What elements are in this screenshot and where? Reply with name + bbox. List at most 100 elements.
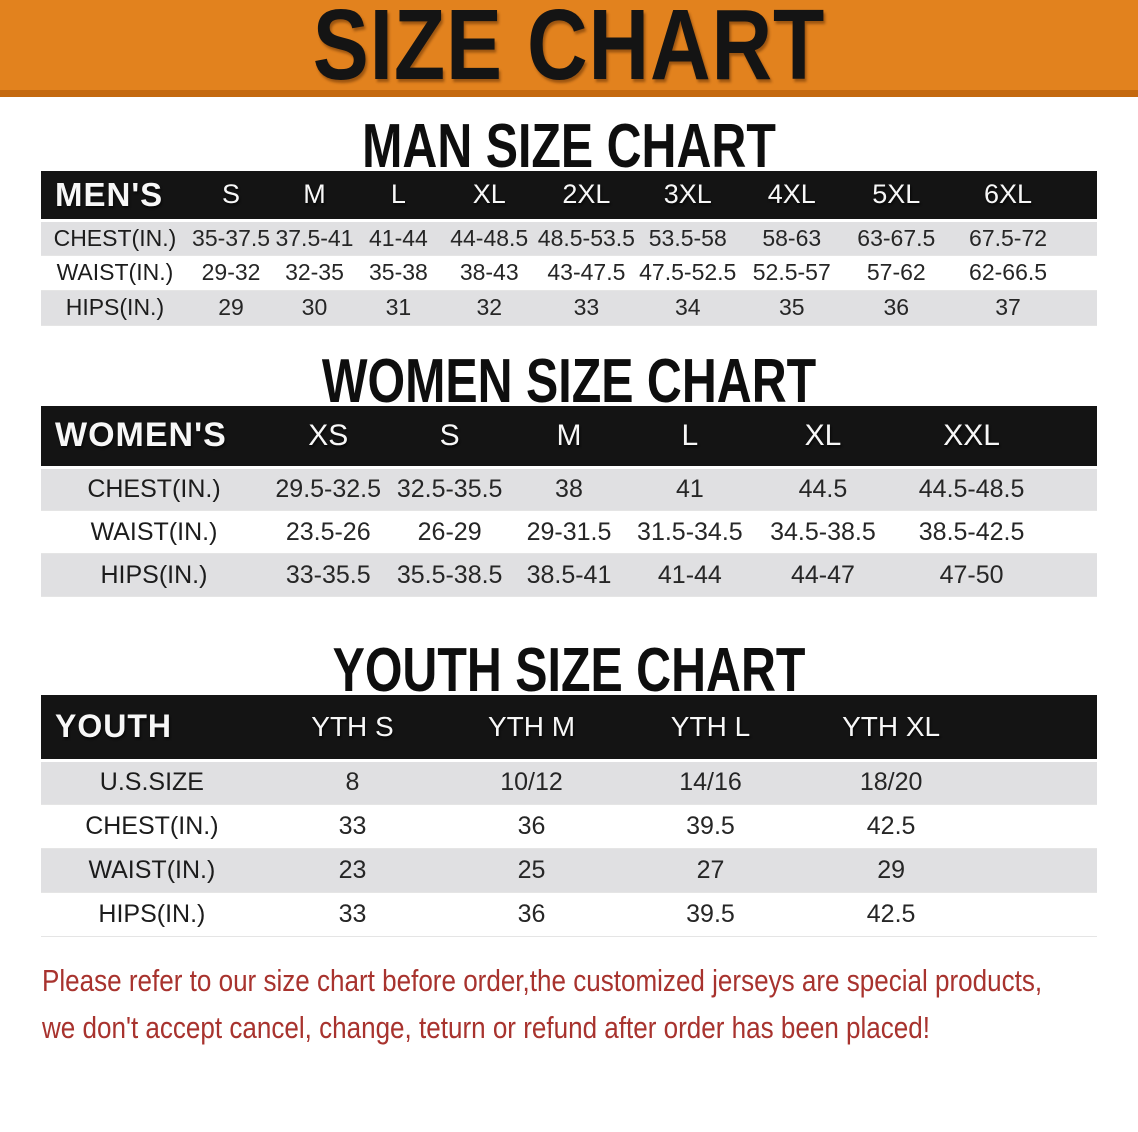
size-value-cell: 35-37.5: [192, 224, 271, 251]
size-value-cell: 36: [517, 899, 546, 928]
notice-line-1: Please refer to our size chart before or…: [42, 962, 1043, 998]
size-column-header: YTH M: [442, 695, 621, 762]
measurement-row: CHEST(IN.) 35-37.5 37.5-41 41-44 44-48.5 48.5…: [41, 220, 1097, 255]
size-value-cell: 53.5-58: [648, 224, 727, 251]
size-value-cell: 35: [778, 294, 805, 320]
size-column-header: 2XL: [537, 171, 636, 222]
size-value-cell: 44-47: [790, 560, 855, 589]
size-value-cell: 44-48.5: [450, 224, 529, 251]
size-column-header: 5XL: [843, 171, 950, 222]
size-chart-banner: SIZE CHART: [0, 0, 1138, 97]
women-size-table: WOMEN'S XS S M L XL XXL CHEST(IN.) 29.5-32.5 32.5…: [41, 405, 1097, 598]
size-table-header-row: WOMEN'S XS S M L XL XXL: [41, 405, 1097, 469]
measurement-row: U.S.SIZE 8 10/12 14/16 18/20: [41, 760, 1097, 804]
measurement-row: HIPS(IN.) 29 30 31 32 33 34 35 36 37: [41, 290, 1097, 325]
size-value-cell: 29-31.5: [526, 517, 612, 546]
size-value-cell: 29: [218, 294, 244, 320]
size-value-cell: 31: [385, 294, 412, 320]
size-column-header: 3XL: [635, 171, 741, 222]
row-label-cell: CHEST(IN.): [53, 224, 177, 251]
size-column-header: L: [628, 405, 752, 469]
size-value-cell: 38: [555, 475, 583, 503]
corner-header-cell: WOMEN'S: [41, 405, 267, 469]
size-value-cell: 47-50: [939, 560, 1004, 589]
size-column-header: S: [389, 405, 510, 469]
size-value-cell: 38-43: [459, 259, 519, 285]
size-value-cell: 41-44: [657, 560, 722, 589]
size-value-cell: 37: [995, 294, 1021, 320]
size-column-header: L: [355, 171, 442, 222]
row-label-cell: HIPS(IN.): [100, 560, 208, 589]
size-column-header: 6XL: [949, 171, 1097, 222]
measurement-row: WAIST(IN.) 23.5-26 26-29 29-31.5 31.5-34.5 34…: [41, 510, 1097, 554]
row-label-cell: WAIST(IN.): [90, 517, 218, 546]
size-column-header: XS: [266, 405, 390, 469]
size-value-cell: 41: [675, 475, 704, 503]
size-value-cell: 52.5-57: [752, 259, 831, 285]
man-section-heading: MAN SIZE CHART: [362, 112, 776, 181]
size-column-header: S: [188, 171, 274, 222]
corner-header-cell: MEN'S: [41, 171, 189, 222]
row-label-cell: U.S.SIZE: [99, 768, 204, 796]
row-label-cell: HIPS(IN.): [65, 294, 165, 320]
size-value-cell: 38.5-42.5: [918, 517, 1025, 546]
size-value-cell: 42.5: [866, 811, 916, 840]
size-value-cell: 36: [883, 294, 910, 320]
size-column-header: XXL: [894, 405, 1097, 469]
measurement-row: WAIST(IN.) 23 25 27 29: [41, 848, 1097, 892]
size-value-cell: 33-35.5: [285, 560, 371, 589]
size-value-cell: 25: [517, 855, 546, 884]
size-value-cell: 47.5-52.5: [639, 259, 737, 285]
notice-line-2: we don't accept cancel, change, teturn o…: [42, 1009, 931, 1045]
size-value-cell: 41-44: [369, 224, 428, 251]
measurement-row: WAIST(IN.) 29-32 32-35 35-38 38-43 43-47.5 47.…: [41, 255, 1097, 290]
row-label-cell: HIPS(IN.): [98, 899, 206, 928]
size-value-cell: 29: [877, 855, 906, 884]
size-column-header: XL: [751, 405, 895, 469]
size-value-cell: 34.5-38.5: [770, 517, 876, 546]
size-value-cell: 29-32: [201, 259, 261, 285]
measurement-row: HIPS(IN.) 33 36 39.5 42.5: [41, 892, 1097, 936]
man-size-section: MAN SIZE CHART MEN'S S M L XL 2XL 3XL 4XL 5XL 6XL…: [0, 112, 1138, 326]
size-value-cell: 34: [674, 294, 701, 320]
row-label-cell: CHEST(IN.): [87, 475, 221, 503]
size-value-cell: 36: [517, 811, 546, 840]
size-value-cell: 26-29: [417, 517, 482, 546]
size-value-cell: 29.5-32.5: [275, 475, 382, 503]
measurement-row: HIPS(IN.) 33-35.5 35.5-38.5 38.5-41 41-44 44-…: [41, 553, 1097, 597]
men-size-table: MEN'S S M L XL 2XL 3XL 4XL 5XL 6XL CHEST(IN.) 35-37…: [41, 171, 1097, 326]
size-table-header-row: YOUTH YTH S YTH M YTH L YTH XL: [41, 695, 1097, 762]
size-value-cell: 42.5: [866, 899, 916, 928]
size-value-cell: 44.5-48.5: [918, 475, 1025, 503]
size-value-cell: 48.5-53.5: [537, 224, 635, 251]
size-value-cell: 8: [345, 768, 360, 796]
corner-header-cell: YOUTH: [41, 695, 263, 762]
measurement-row: CHEST(IN.) 33 36 39.5 42.5: [41, 804, 1097, 848]
footer-notice: Please refer to our size chart before or…: [42, 957, 1138, 1051]
size-value-cell: 63-67.5: [857, 224, 936, 251]
size-value-cell: 10/12: [500, 768, 563, 796]
size-value-cell: 33: [338, 899, 367, 928]
size-value-cell: 58-63: [762, 224, 822, 251]
youth-size-section: YOUTH SIZE CHART YOUTH YTH S YTH M YTH L YTH…: [0, 636, 1138, 937]
size-value-cell: 14/16: [679, 768, 742, 796]
size-value-cell: 32: [476, 294, 503, 320]
size-value-cell: 44.5: [798, 475, 848, 503]
row-label-cell: WAIST(IN.): [88, 855, 216, 884]
youth-section-heading: YOUTH SIZE CHART: [332, 636, 806, 705]
size-column-header: YTH L: [620, 695, 801, 762]
size-column-header: XL: [441, 171, 538, 222]
size-value-cell: 35.5-38.5: [396, 560, 503, 589]
size-column-header: M: [273, 171, 356, 222]
size-value-cell: 31.5-34.5: [637, 517, 743, 546]
size-value-cell: 33: [573, 294, 600, 320]
row-label-cell: CHEST(IN.): [85, 811, 219, 840]
size-value-cell: 18/20: [859, 768, 923, 796]
size-value-cell: 27: [696, 855, 725, 884]
size-value-cell: 33: [338, 811, 367, 840]
banner-title: SIZE CHART: [312, 0, 826, 101]
size-value-cell: 38.5-41: [526, 560, 612, 589]
women-size-section: WOMEN SIZE CHART WOMEN'S XS S M L XL XXL CHEST(…: [0, 350, 1138, 598]
size-value-cell: 43-47.5: [547, 259, 626, 285]
size-value-cell: 67.5-72: [969, 224, 1048, 251]
